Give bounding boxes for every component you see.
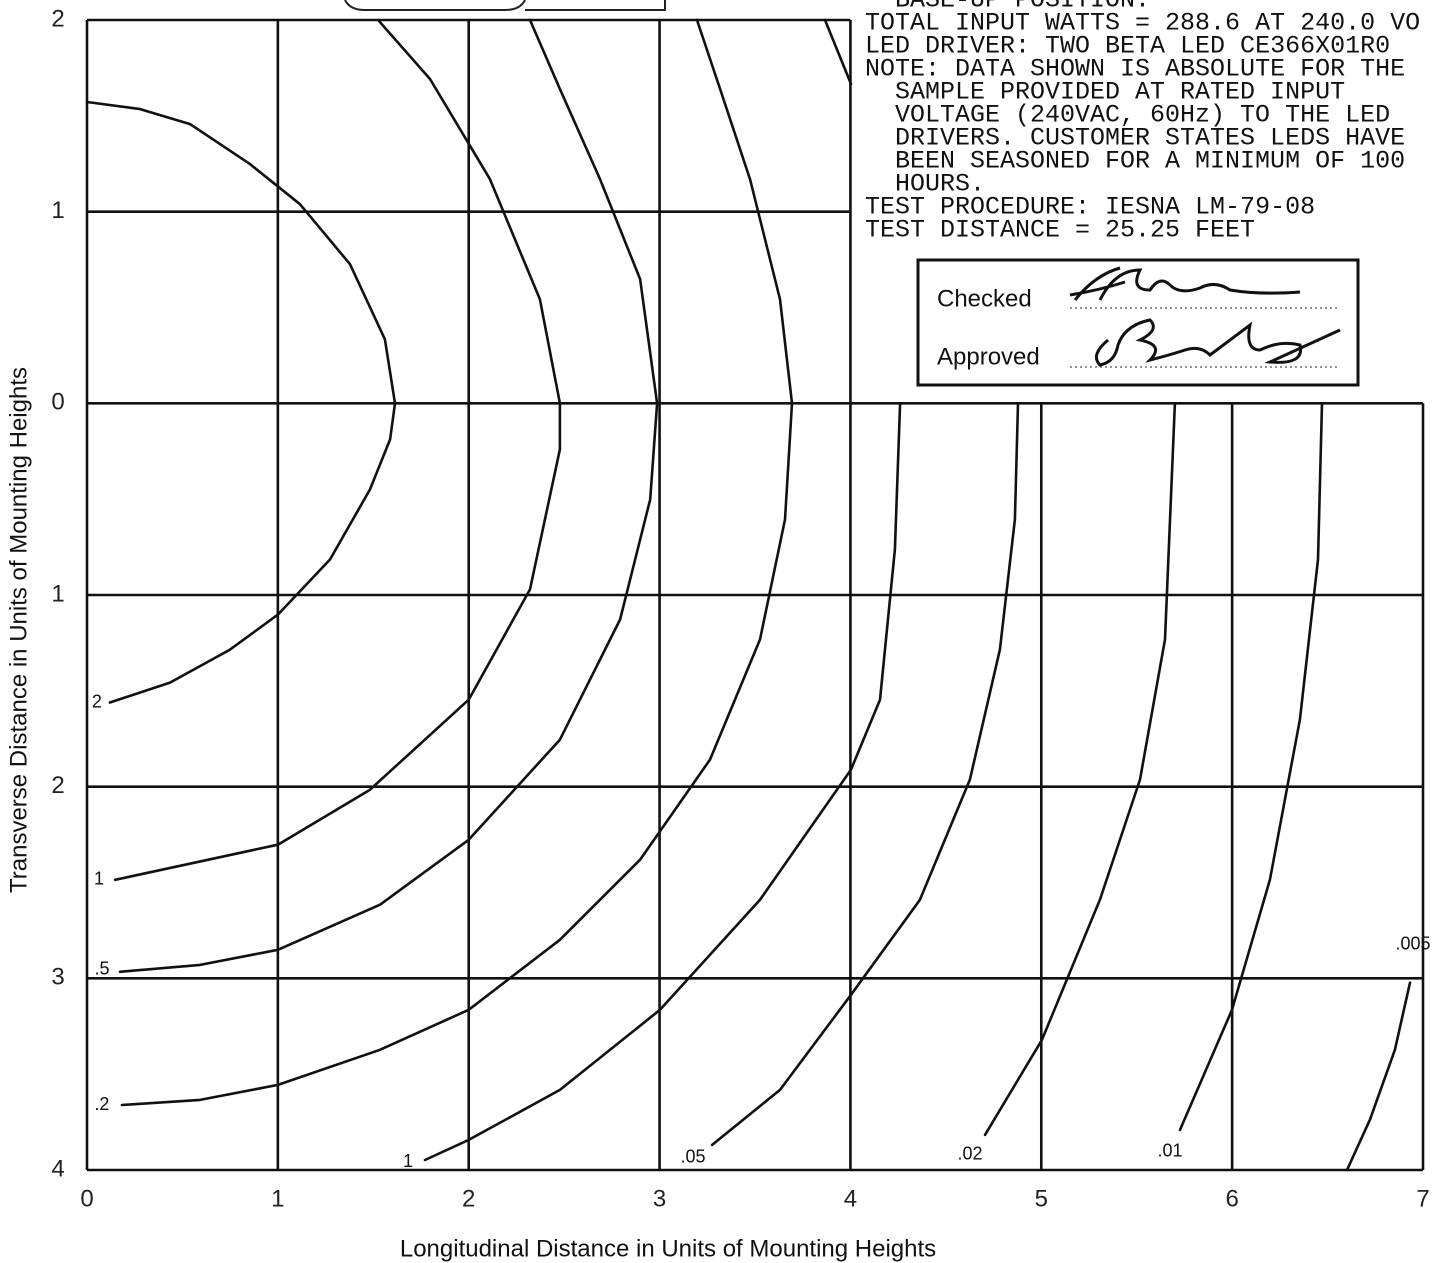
- x-tick-label: 4: [844, 1185, 857, 1212]
- contour-label: .5: [95, 959, 110, 979]
- note-line: NOTE: DATA SHOWN IS ABSOLUTE FOR THE: [865, 55, 1405, 84]
- x-tick-label: 3: [653, 1185, 666, 1212]
- x-tick-label: 5: [1035, 1185, 1048, 1212]
- x-tick-label: 2: [462, 1185, 475, 1212]
- contour-label: .05: [681, 1147, 706, 1167]
- contour-label: .02: [957, 1144, 982, 1164]
- note-line: LED DRIVER: TWO BETA LED CE366X01R0: [865, 32, 1390, 61]
- contour-line: [1345, 981, 1412, 1172]
- note-line: TEST PROCEDURE: IESNA LM-79-08: [865, 193, 1315, 222]
- note-line: VOLTAGE (240VAC, 60Hz) TO THE LED: [895, 101, 1390, 130]
- note-line: SAMPLE PROVIDED AT RATED INPUT: [895, 78, 1345, 107]
- y-tick-label: 2: [51, 5, 64, 32]
- contour-line: [120, 18, 794, 1107]
- note-line: HOURS.: [895, 170, 985, 199]
- note-line: TEST DISTANCE = 25.25 FEET: [865, 216, 1255, 245]
- contour-line: [983, 402, 1177, 1137]
- y-axis-title: Transverse Distance in Units of Mounting…: [5, 367, 32, 893]
- contour-line: [85, 100, 397, 704]
- signature: [1094, 318, 1341, 367]
- contour-label: 1: [403, 1151, 413, 1171]
- approved-label: Approved: [937, 343, 1040, 370]
- note-line: DRIVERS. CUSTOMER STATES LEDS HAVE: [895, 124, 1405, 153]
- cropped-header-shape: [344, 0, 666, 11]
- note-line: BEEN SEASONED FOR A MINIMUM OF 100: [895, 147, 1405, 176]
- contour-label: .01: [1158, 1141, 1183, 1161]
- contour-label: .005: [1395, 933, 1430, 953]
- note-line: TOTAL INPUT WATTS = 288.6 AT 240.0 VO: [865, 9, 1420, 38]
- contour-label: 1: [94, 869, 104, 889]
- y-tick-label: 0: [51, 389, 64, 416]
- x-tick-label: 0: [80, 1185, 93, 1212]
- note-line: BASE-UP POSITION.: [895, 0, 1150, 15]
- x-axis-title: Longitudinal Distance in Units of Mounti…: [400, 1235, 936, 1262]
- contour-line: [1178, 402, 1324, 1132]
- signoff-box: [916, 258, 1360, 387]
- y-tick-label: 2: [51, 772, 64, 799]
- contour-line: [113, 18, 562, 882]
- contour-line: [423, 18, 902, 1162]
- y-tick-label: 1: [51, 197, 64, 224]
- contour-line: [710, 402, 1020, 1147]
- contour-label: 2: [92, 691, 102, 711]
- y-tick-label: 3: [51, 964, 64, 991]
- x-tick-label: 7: [1416, 1185, 1429, 1212]
- contour-label: .2: [94, 1094, 109, 1114]
- y-tick-label: 4: [51, 1155, 64, 1182]
- x-tick-label: 1: [271, 1185, 284, 1212]
- checked-label: Checked: [937, 285, 1032, 312]
- contour-line: [118, 18, 659, 974]
- x-tick-label: 6: [1225, 1185, 1238, 1212]
- y-tick-label: 1: [51, 580, 64, 607]
- signature: [1069, 266, 1301, 301]
